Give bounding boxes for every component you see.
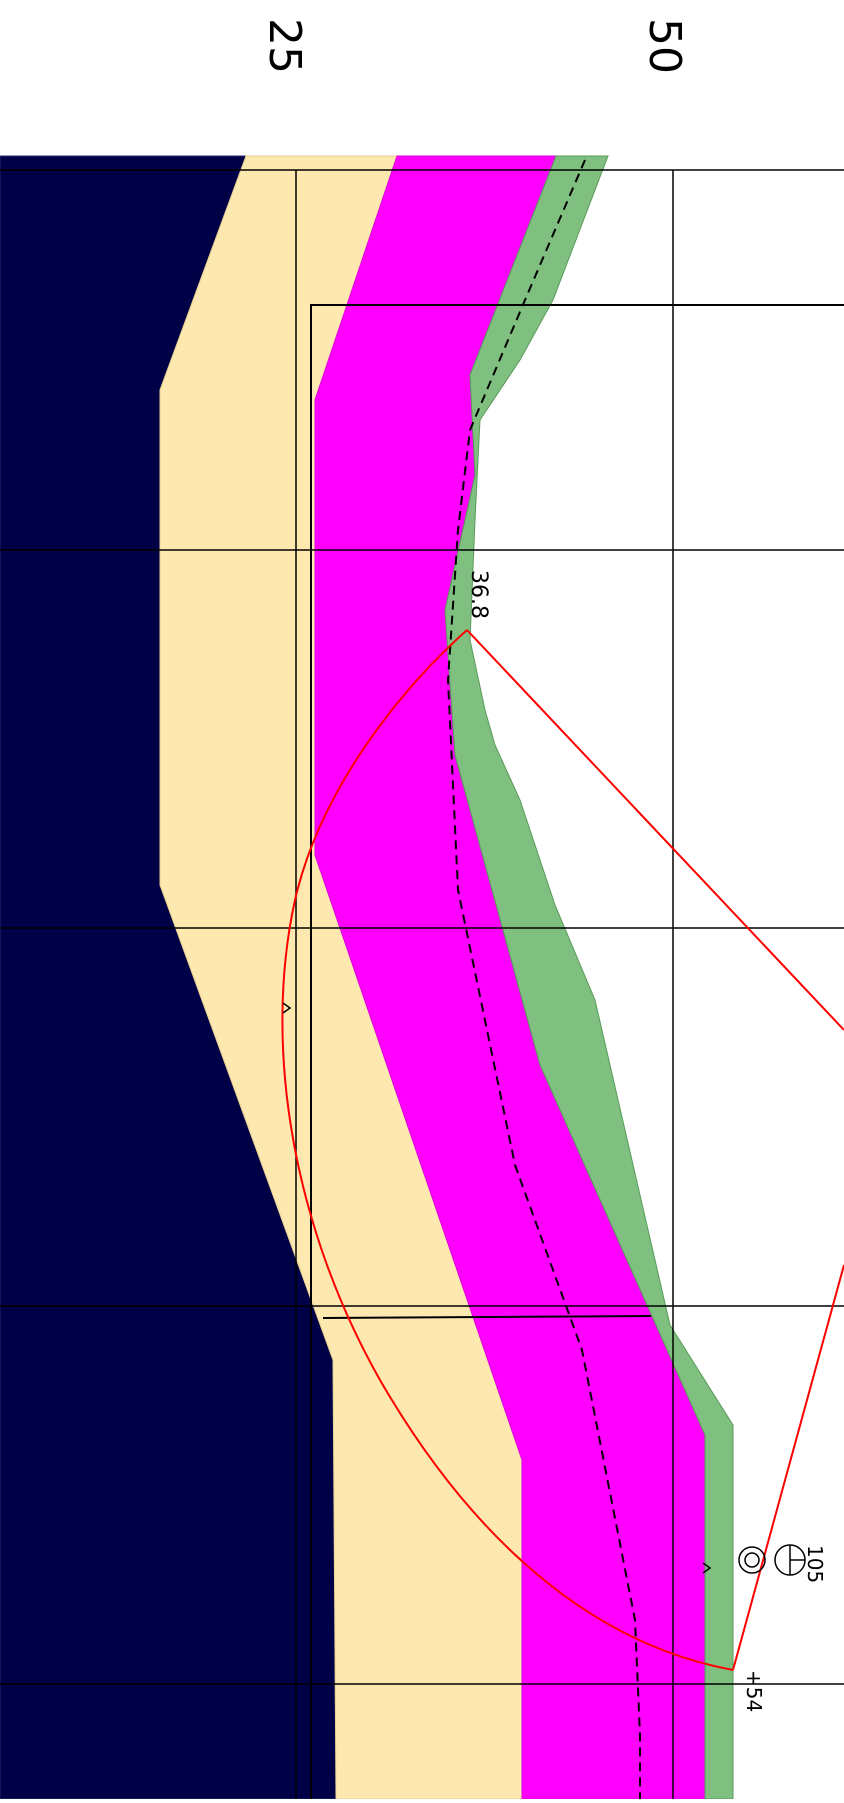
structure-outline-line [310, 304, 844, 1799]
structure-base-line [322, 1315, 652, 1319]
structure-outline [310, 304, 844, 1799]
marker-number-label: 105 [803, 1545, 827, 1583]
slip-arc [281, 629, 734, 1671]
scale-label-50: 50 [639, 18, 690, 74]
grid [0, 169, 844, 1799]
target-outer-circle [738, 1546, 766, 1574]
scale-label-25: 25 [259, 18, 310, 74]
slip-radius-lines-lower [732, 1264, 844, 1671]
slip-radius-lines [466, 629, 844, 1031]
tick-mark-upper [282, 1002, 292, 1014]
target-inner-circle [744, 1552, 760, 1568]
slip-circle [281, 629, 844, 1671]
topsoil-layer [444, 155, 734, 1800]
benchmark-icon [738, 1544, 806, 1576]
slip-center-elevation-label: 36.8 [466, 570, 491, 619]
water-table-line [446, 159, 641, 1799]
chainage-tick-label: +54 [742, 1670, 766, 1712]
tick-mark-lower [702, 1562, 712, 1574]
